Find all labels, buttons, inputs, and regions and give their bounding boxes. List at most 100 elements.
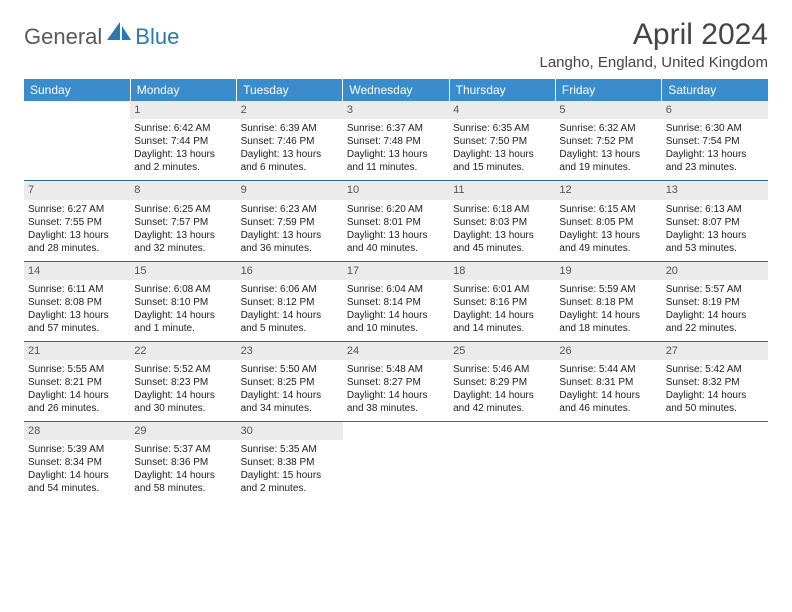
day-header-row: Sunday Monday Tuesday Wednesday Thursday… (24, 79, 768, 101)
daylight2-text: and 38 minutes. (347, 402, 445, 415)
daylight1-text: Daylight: 13 hours (559, 229, 657, 242)
sunrise-text: Sunrise: 5:46 AM (453, 363, 551, 376)
sunrise-text: Sunrise: 6:37 AM (347, 122, 445, 135)
cell-body: Sunrise: 6:25 AMSunset: 7:57 PMDaylight:… (134, 203, 232, 255)
daylight1-text: Daylight: 14 hours (666, 389, 764, 402)
daylight1-text: Daylight: 13 hours (453, 229, 551, 242)
sunrise-text: Sunrise: 6:35 AM (453, 122, 551, 135)
sunset-text: Sunset: 8:16 PM (453, 296, 551, 309)
calendar-row: 1Sunrise: 6:42 AMSunset: 7:44 PMDaylight… (24, 101, 768, 181)
day-number: 28 (24, 422, 130, 440)
calendar-cell: 20Sunrise: 5:57 AMSunset: 8:19 PMDayligh… (662, 261, 768, 341)
cell-body: Sunrise: 6:15 AMSunset: 8:05 PMDaylight:… (559, 203, 657, 255)
daylight1-text: Daylight: 14 hours (453, 309, 551, 322)
daylight2-text: and 46 minutes. (559, 402, 657, 415)
calendar-row: 21Sunrise: 5:55 AMSunset: 8:21 PMDayligh… (24, 341, 768, 421)
calendar-row: 7Sunrise: 6:27 AMSunset: 7:55 PMDaylight… (24, 181, 768, 261)
daylight1-text: Daylight: 14 hours (666, 309, 764, 322)
daylight2-text: and 11 minutes. (347, 161, 445, 174)
cell-body: Sunrise: 6:20 AMSunset: 8:01 PMDaylight:… (347, 203, 445, 255)
daylight2-text: and 30 minutes. (134, 402, 232, 415)
cell-body: Sunrise: 5:50 AMSunset: 8:25 PMDaylight:… (241, 363, 339, 415)
calendar-cell: 26Sunrise: 5:44 AMSunset: 8:31 PMDayligh… (555, 341, 661, 421)
daylight2-text: and 10 minutes. (347, 322, 445, 335)
daylight1-text: Daylight: 13 hours (241, 148, 339, 161)
day-number: 3 (343, 101, 449, 119)
calendar-cell: 17 Sunrise: 6:04 AMSunset: 8:14 PMDayligh… (343, 261, 449, 341)
daylight2-text: and 32 minutes. (134, 242, 232, 255)
day-number: 16 (237, 262, 343, 280)
day-header: Saturday (662, 79, 768, 101)
sunset-text: Sunset: 8:25 PM (241, 376, 339, 389)
cell-body: Sunrise: 5:42 AMSunset: 8:32 PMDaylight:… (666, 363, 764, 415)
daylight2-text: and 14 minutes. (453, 322, 551, 335)
calendar-cell: 19Sunrise: 5:59 AMSunset: 8:18 PMDayligh… (555, 261, 661, 341)
sunrise-text: Sunrise: 5:50 AM (241, 363, 339, 376)
sunset-text: Sunset: 8:31 PM (559, 376, 657, 389)
sunrise-text: Sunrise: 5:59 AM (559, 283, 657, 296)
sunrise-text: Sunrise: 6:04 AM (347, 283, 445, 296)
cell-body: Sunrise: 5:37 AMSunset: 8:36 PMDaylight:… (134, 443, 232, 495)
sunset-text: Sunset: 8:14 PM (347, 296, 445, 309)
sunrise-text: Sunrise: 6:39 AM (241, 122, 339, 135)
daylight2-text: and 1 minute. (134, 322, 232, 335)
sunrise-text: Sunrise: 6:23 AM (241, 203, 339, 216)
sunrise-text: Sunrise: 6:13 AM (666, 203, 764, 216)
daylight1-text: Daylight: 13 hours (134, 229, 232, 242)
daylight2-text: and 50 minutes. (666, 402, 764, 415)
daylight1-text: Daylight: 14 hours (134, 309, 232, 322)
cell-body: Sunrise: 6:35 AMSunset: 7:50 PMDaylight:… (453, 122, 551, 174)
cell-body: Sunrise: 6:27 AMSunset: 7:55 PMDaylight:… (28, 203, 126, 255)
sunset-text: Sunset: 8:05 PM (559, 216, 657, 229)
calendar-cell: 24Sunrise: 5:48 AMSunset: 8:27 PMDayligh… (343, 341, 449, 421)
sunset-text: Sunset: 7:44 PM (134, 135, 232, 148)
day-number: 17 (343, 262, 449, 280)
daylight1-text: Daylight: 14 hours (347, 389, 445, 402)
sunrise-text: Sunrise: 6:27 AM (28, 203, 126, 216)
sunrise-text: Sunrise: 6:15 AM (559, 203, 657, 216)
daylight2-text: and 28 minutes. (28, 242, 126, 255)
day-number: 5 (555, 101, 661, 119)
daylight1-text: Daylight: 14 hours (241, 309, 339, 322)
calendar-row: 28Sunrise: 5:39 AMSunset: 8:34 PMDayligh… (24, 422, 768, 502)
daylight1-text: Daylight: 13 hours (28, 309, 126, 322)
cell-body: Sunrise: 5:46 AMSunset: 8:29 PMDaylight:… (453, 363, 551, 415)
sunrise-text: Sunrise: 5:39 AM (28, 443, 126, 456)
calendar-cell: 29Sunrise: 5:37 AMSunset: 8:36 PMDayligh… (130, 422, 236, 502)
cell-body: Sunrise: 6:04 AMSunset: 8:14 PMDaylight:… (347, 283, 445, 335)
sunset-text: Sunset: 8:23 PM (134, 376, 232, 389)
sunrise-text: Sunrise: 6:11 AM (28, 283, 126, 296)
sunset-text: Sunset: 8:21 PM (28, 376, 126, 389)
daylight1-text: Daylight: 13 hours (241, 229, 339, 242)
page-header: General Blue April 2024 Langho, England,… (24, 18, 768, 71)
sunrise-text: Sunrise: 6:42 AM (134, 122, 232, 135)
daylight2-text: and 42 minutes. (453, 402, 551, 415)
day-number: 10 (343, 181, 449, 199)
sunset-text: Sunset: 8:01 PM (347, 216, 445, 229)
cell-body: Sunrise: 5:52 AMSunset: 8:23 PMDaylight:… (134, 363, 232, 415)
daylight1-text: Daylight: 13 hours (347, 148, 445, 161)
logo-text-general: General (24, 24, 102, 50)
daylight2-text: and 15 minutes. (453, 161, 551, 174)
daylight2-text: and 5 minutes. (241, 322, 339, 335)
sunrise-text: Sunrise: 5:35 AM (241, 443, 339, 456)
sunset-text: Sunset: 7:52 PM (559, 135, 657, 148)
day-number: 6 (662, 101, 768, 119)
daylight2-text: and 36 minutes. (241, 242, 339, 255)
sunrise-text: Sunrise: 6:06 AM (241, 283, 339, 296)
day-number: 2 (237, 101, 343, 119)
calendar-cell (343, 422, 449, 502)
calendar-cell: 23Sunrise: 5:50 AMSunset: 8:25 PMDayligh… (237, 341, 343, 421)
cell-body: Sunrise: 6:08 AMSunset: 8:10 PMDaylight:… (134, 283, 232, 335)
sunset-text: Sunset: 8:27 PM (347, 376, 445, 389)
cell-body: Sunrise: 6:01 AMSunset: 8:16 PMDaylight:… (453, 283, 551, 335)
day-header: Thursday (449, 79, 555, 101)
daylight2-text: and 58 minutes. (134, 482, 232, 495)
daylight1-text: Daylight: 13 hours (28, 229, 126, 242)
sunset-text: Sunset: 8:19 PM (666, 296, 764, 309)
sunrise-text: Sunrise: 5:55 AM (28, 363, 126, 376)
sunset-text: Sunset: 7:59 PM (241, 216, 339, 229)
cell-body: Sunrise: 6:30 AMSunset: 7:54 PMDaylight:… (666, 122, 764, 174)
calendar-cell (662, 422, 768, 502)
daylight2-text: and 22 minutes. (666, 322, 764, 335)
